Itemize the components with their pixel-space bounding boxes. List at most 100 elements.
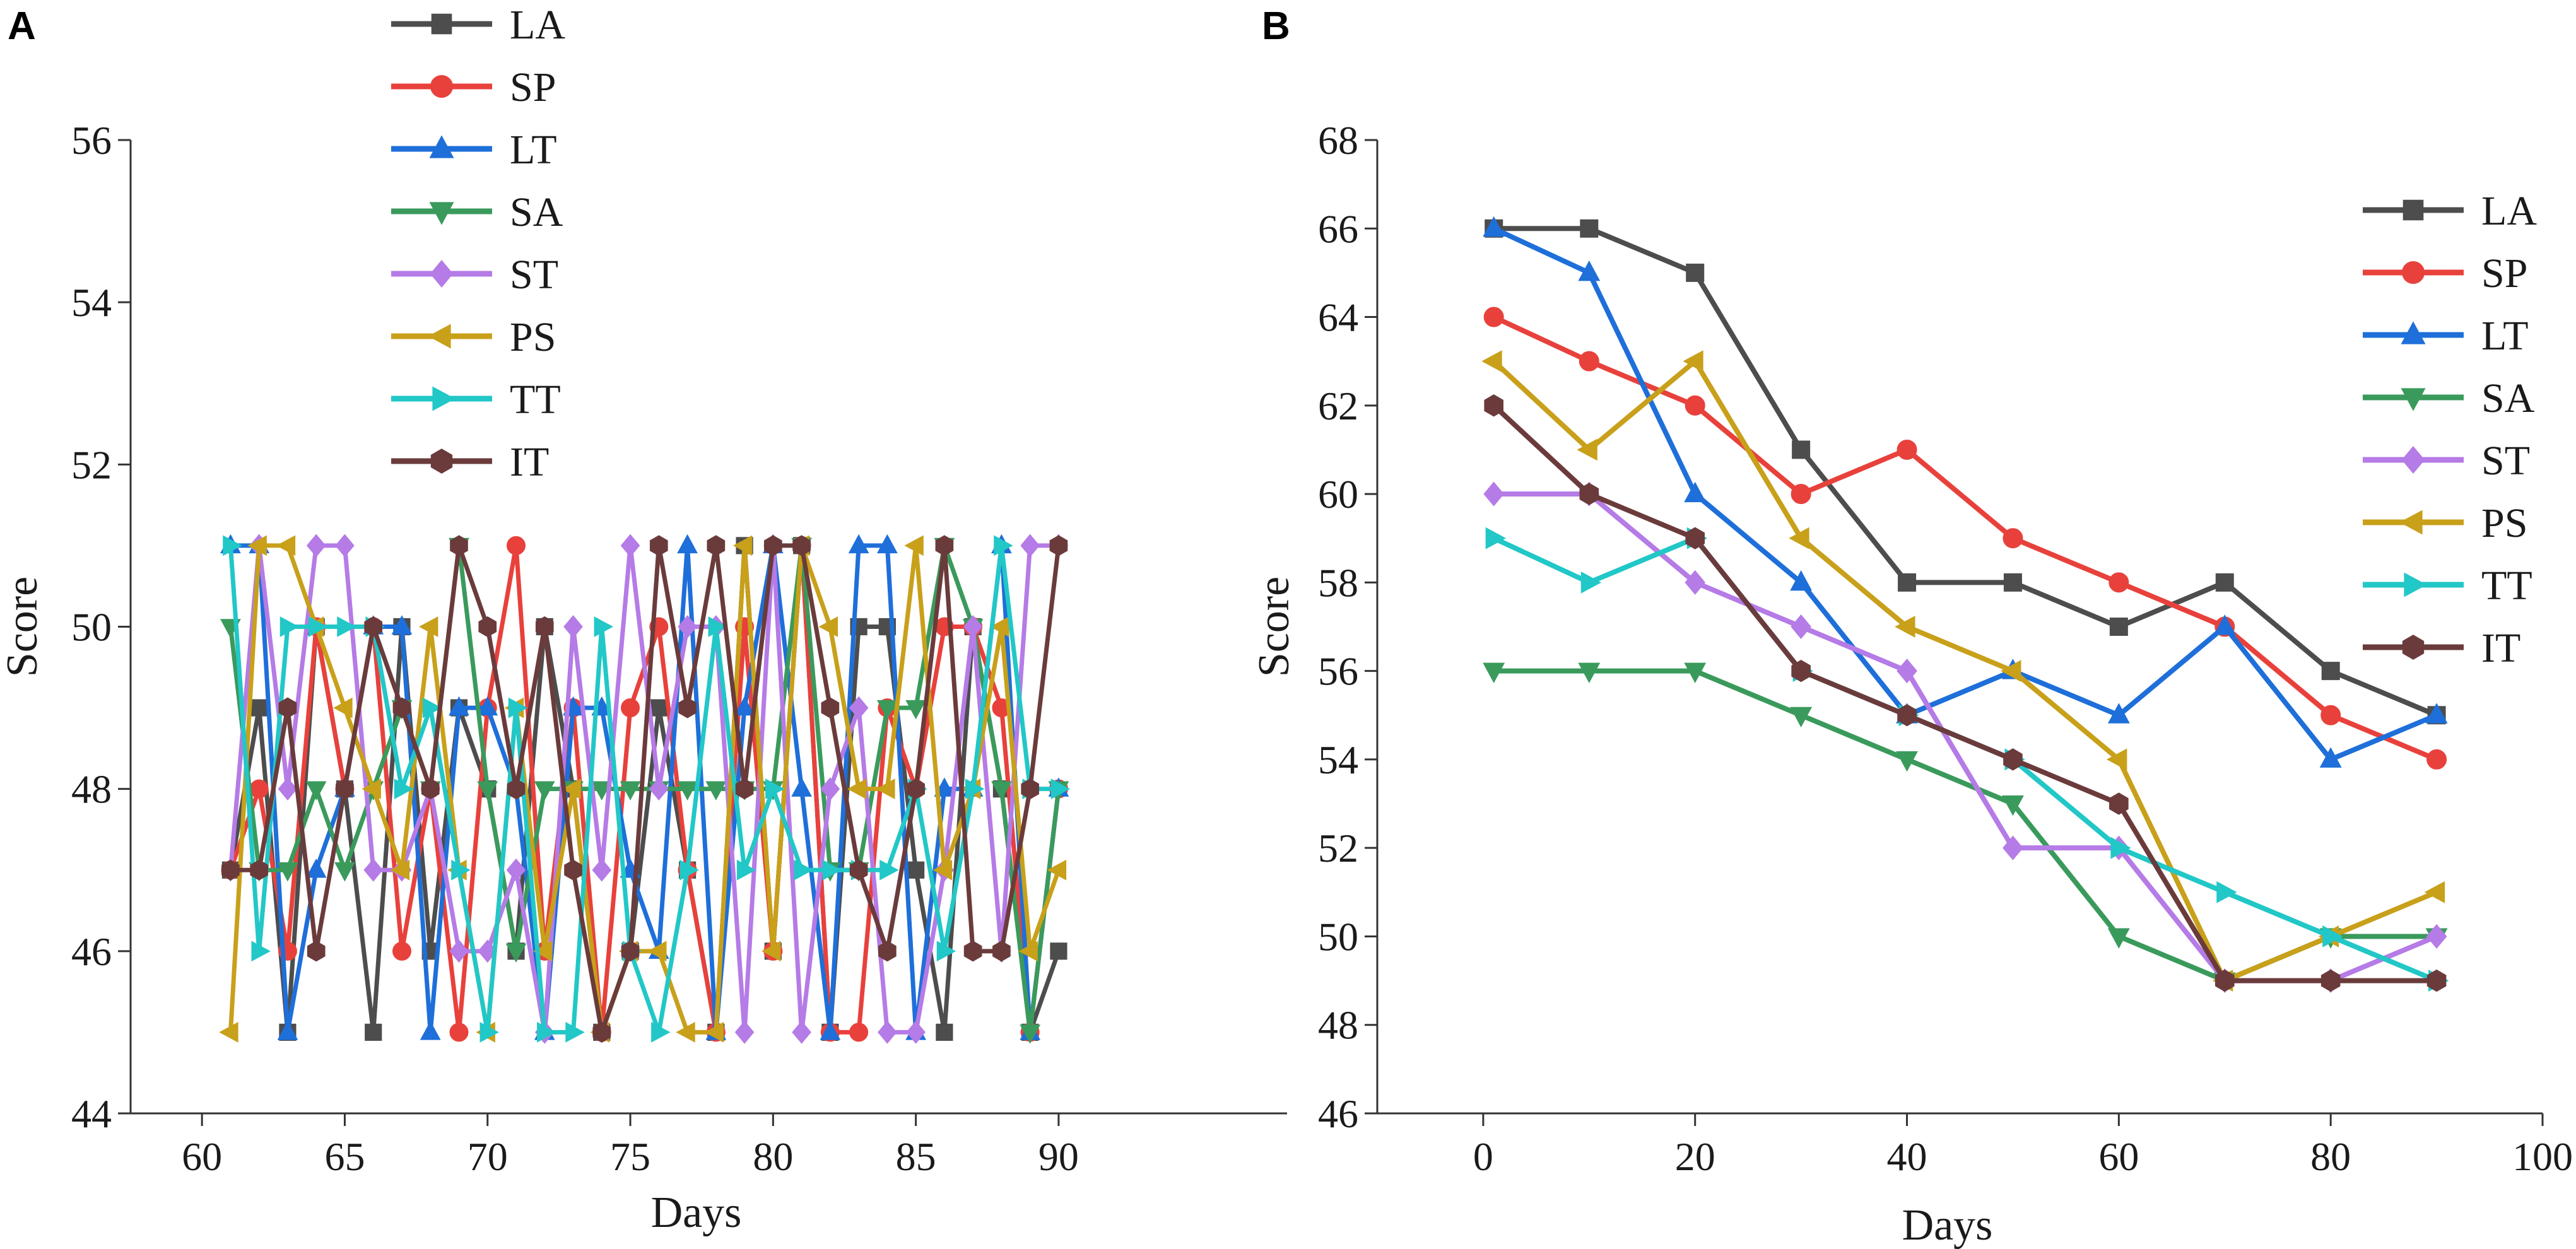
data-point-it <box>963 941 982 962</box>
data-point-tt <box>394 778 414 800</box>
y-tick-label: 68 <box>1318 118 1358 163</box>
data-point-it <box>849 859 868 881</box>
data-point-tt <box>1580 571 1602 594</box>
data-point-it <box>2214 969 2235 992</box>
data-point-sa <box>705 781 727 800</box>
data-point-sa <box>505 943 527 963</box>
data-point-ps <box>990 616 1009 637</box>
legend-marker <box>2401 321 2426 344</box>
y-tick-label: 48 <box>1318 1003 1358 1048</box>
data-point-la <box>2215 573 2234 592</box>
data-point-it <box>935 535 954 556</box>
x-tick-label: 0 <box>1473 1134 1493 1179</box>
data-point-tt <box>765 778 785 800</box>
data-point-lt <box>1483 216 1505 237</box>
legend-item-it: IT <box>2363 625 2520 671</box>
data-point-lt <box>420 1021 441 1040</box>
data-point-st <box>878 1021 897 1044</box>
data-point-sa <box>534 781 555 800</box>
y-tick-label: 52 <box>1318 826 1358 871</box>
data-point-tt <box>423 697 442 718</box>
data-point-sp <box>1791 484 1811 505</box>
data-point-st <box>620 534 640 558</box>
legend-marker <box>2399 510 2423 535</box>
legend-label: TT <box>2481 563 2532 609</box>
data-point-lt <box>876 534 898 554</box>
data-point-it <box>2426 969 2447 992</box>
data-point-st <box>449 939 469 963</box>
data-point-sp <box>2003 528 2023 549</box>
data-point-lt <box>734 696 755 716</box>
x-tick-label: 80 <box>753 1134 793 1179</box>
data-point-st <box>963 615 983 638</box>
x-axis-label: Days <box>1902 1201 1993 1249</box>
legend-marker <box>430 449 453 474</box>
legend-marker <box>431 13 452 35</box>
data-point-ps <box>1683 350 1703 373</box>
data-point-tt <box>508 697 528 718</box>
data-point-lt <box>848 534 869 554</box>
data-point-lt <box>934 777 955 797</box>
x-axis-label: Days <box>651 1188 742 1237</box>
data-point-it <box>392 697 411 718</box>
legend-item-lt: LT <box>2363 313 2529 359</box>
legend-label: ST <box>510 252 558 298</box>
data-point-la <box>1050 942 1067 960</box>
data-point-st <box>306 534 326 558</box>
data-point-it <box>649 535 668 556</box>
data-point-tt <box>2322 925 2343 947</box>
data-point-st <box>1685 570 1706 595</box>
data-point-la <box>907 861 925 879</box>
data-point-st <box>792 1021 811 1044</box>
data-point-lt <box>2107 703 2130 724</box>
legend-marker <box>2401 388 2426 411</box>
data-point-tt <box>565 1022 585 1043</box>
data-point-lt <box>677 534 698 554</box>
legend-label: LT <box>510 127 557 173</box>
data-point-st <box>592 858 612 882</box>
data-point-sa <box>591 781 613 800</box>
y-axis-label: Score <box>0 577 47 677</box>
series-line-ps <box>1491 358 2438 983</box>
series-it <box>221 535 1068 1043</box>
data-point-tt <box>651 1022 671 1043</box>
data-point-it <box>1484 394 1503 417</box>
chart-panel-a: A 44 46 48 50 52 54 56 60 65 70 75 80 85 90 Days Score LA… <box>0 2 1287 1237</box>
y-tick-label: 62 <box>1318 384 1358 428</box>
legend-label: PS <box>510 314 556 360</box>
data-point-st <box>649 777 669 801</box>
data-point-st <box>1791 614 1811 640</box>
data-point-it <box>907 778 925 800</box>
series-it <box>1484 394 2447 992</box>
legend: LA SP LT SA ST PS TT IT <box>391 2 565 485</box>
series-line-it <box>230 543 1061 1035</box>
data-point-ps <box>562 778 581 800</box>
data-point-it <box>1685 527 1705 549</box>
data-point-it <box>1021 778 1040 800</box>
data-point-ps <box>818 616 838 637</box>
series-sa <box>1483 662 2448 993</box>
legend-item-sa: SA <box>2363 375 2535 421</box>
data-point-it <box>2003 748 2023 771</box>
y-tick-label: 56 <box>1318 649 1358 694</box>
data-point-st <box>734 1021 755 1044</box>
data-point-tt <box>1050 778 1071 800</box>
data-point-st <box>278 777 298 801</box>
data-point-la <box>1580 219 1599 238</box>
data-point-ps <box>333 697 353 718</box>
legend-item-st: ST <box>2363 438 2530 484</box>
data-point-ps <box>2424 881 2445 903</box>
series-sp <box>1483 307 2447 770</box>
data-point-ps <box>276 535 296 556</box>
data-point-ps <box>1047 859 1067 881</box>
data-point-lt <box>820 1021 841 1040</box>
y-tick-label: 66 <box>1318 206 1358 251</box>
y-tick-label: 54 <box>1318 737 1358 782</box>
data-point-sa <box>305 781 327 800</box>
legend-label: TT <box>510 377 561 423</box>
data-point-la <box>365 1023 382 1041</box>
y-tick-label: 64 <box>1318 295 1358 340</box>
data-point-it <box>621 941 640 962</box>
data-point-st <box>2003 835 2023 860</box>
data-point-st <box>2426 924 2447 949</box>
